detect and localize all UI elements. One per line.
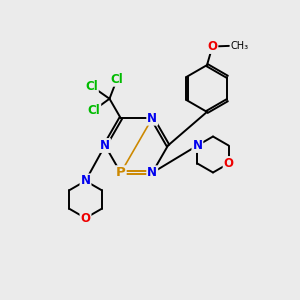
Text: N: N: [100, 139, 110, 152]
Text: O: O: [224, 157, 234, 170]
Text: O: O: [80, 212, 91, 225]
Text: P: P: [116, 166, 126, 179]
Text: Cl: Cl: [88, 103, 100, 117]
Text: O: O: [207, 40, 218, 53]
Text: Cl: Cl: [85, 80, 98, 93]
Text: N: N: [147, 166, 157, 179]
Text: N: N: [80, 174, 91, 188]
Text: CH₃: CH₃: [230, 41, 248, 51]
Text: N: N: [192, 139, 203, 152]
Text: Cl: Cl: [111, 73, 123, 86]
Text: N: N: [147, 112, 157, 125]
